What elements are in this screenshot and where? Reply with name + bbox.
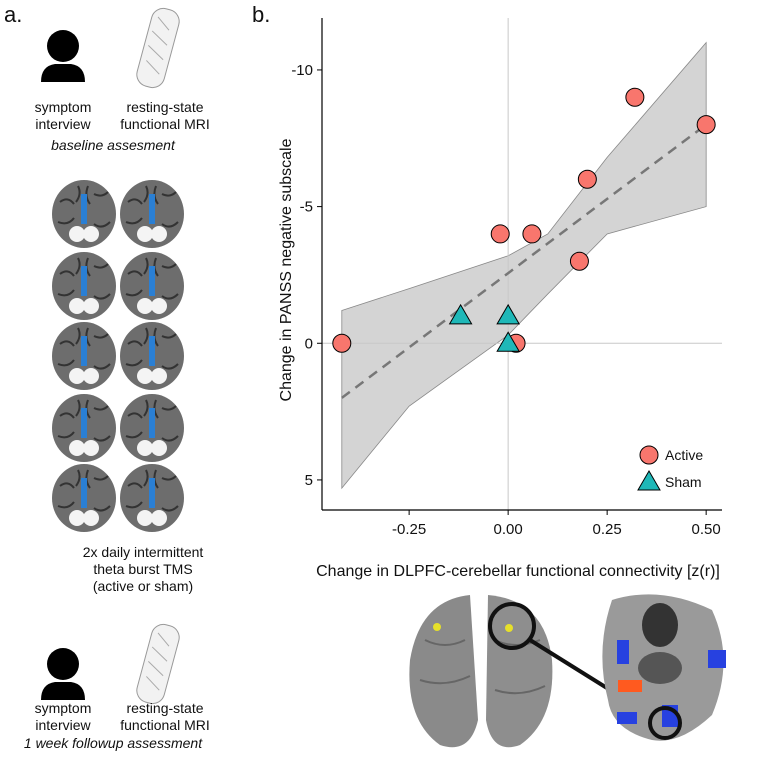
data-point: [490, 224, 510, 244]
data-point: [522, 224, 542, 244]
tms-brains: [51, 179, 185, 533]
symptom-label: interview: [35, 717, 91, 733]
mri-label: functional MRI: [120, 717, 209, 733]
confidence-band: [341, 41, 707, 490]
legend-marker: [637, 470, 661, 491]
panel-label: b.: [252, 2, 270, 27]
data-point: [496, 331, 521, 352]
legend-label: Active: [665, 447, 703, 463]
person-icon: [41, 30, 85, 82]
x-axis-label: Change in DLPFC-cerebellar functional co…: [316, 563, 720, 580]
y-axis-label: Change in PANSS negative subscale: [278, 138, 295, 401]
person-icon: [41, 648, 85, 700]
mri-label: functional MRI: [120, 116, 209, 132]
tms-label: theta burst TMS: [93, 561, 192, 577]
x-tick-label: 0.00: [494, 521, 523, 538]
data-point: [577, 169, 597, 189]
data-point: [569, 251, 589, 271]
x-tick-label: -0.25: [392, 521, 426, 538]
x-tick-label: 0.50: [692, 521, 721, 538]
mri-label: resting-state: [126, 700, 203, 716]
caption: baseline assesment: [51, 137, 176, 153]
panel-label: a.: [4, 2, 22, 27]
scanner-icon: [133, 5, 183, 91]
caption: 1 week followup assessment: [24, 735, 203, 751]
data-point: [496, 303, 521, 325]
symptom-label: symptom: [35, 99, 92, 115]
y-tick-label: 5: [305, 472, 313, 489]
x-tick-label: 0.25: [593, 521, 622, 538]
data-point: [625, 87, 645, 107]
fit-line: [341, 123, 707, 399]
data-point: [332, 333, 352, 353]
y-tick-label: 0: [305, 335, 313, 352]
tms-label: (active or sham): [93, 578, 193, 594]
symptom-label: interview: [35, 116, 91, 132]
y-tick-label: -10: [291, 62, 313, 79]
tms-label: 2x daily intermittent: [83, 544, 204, 560]
scanner-icon: [133, 621, 183, 707]
mri-label: resting-state: [126, 99, 203, 115]
brain-images: [409, 594, 726, 748]
legend-label: Sham: [665, 474, 702, 490]
data-point: [448, 303, 473, 325]
symptom-label: symptom: [35, 700, 92, 716]
y-tick-label: -5: [300, 199, 313, 216]
legend-marker: [639, 445, 659, 465]
data-point: [696, 115, 716, 135]
